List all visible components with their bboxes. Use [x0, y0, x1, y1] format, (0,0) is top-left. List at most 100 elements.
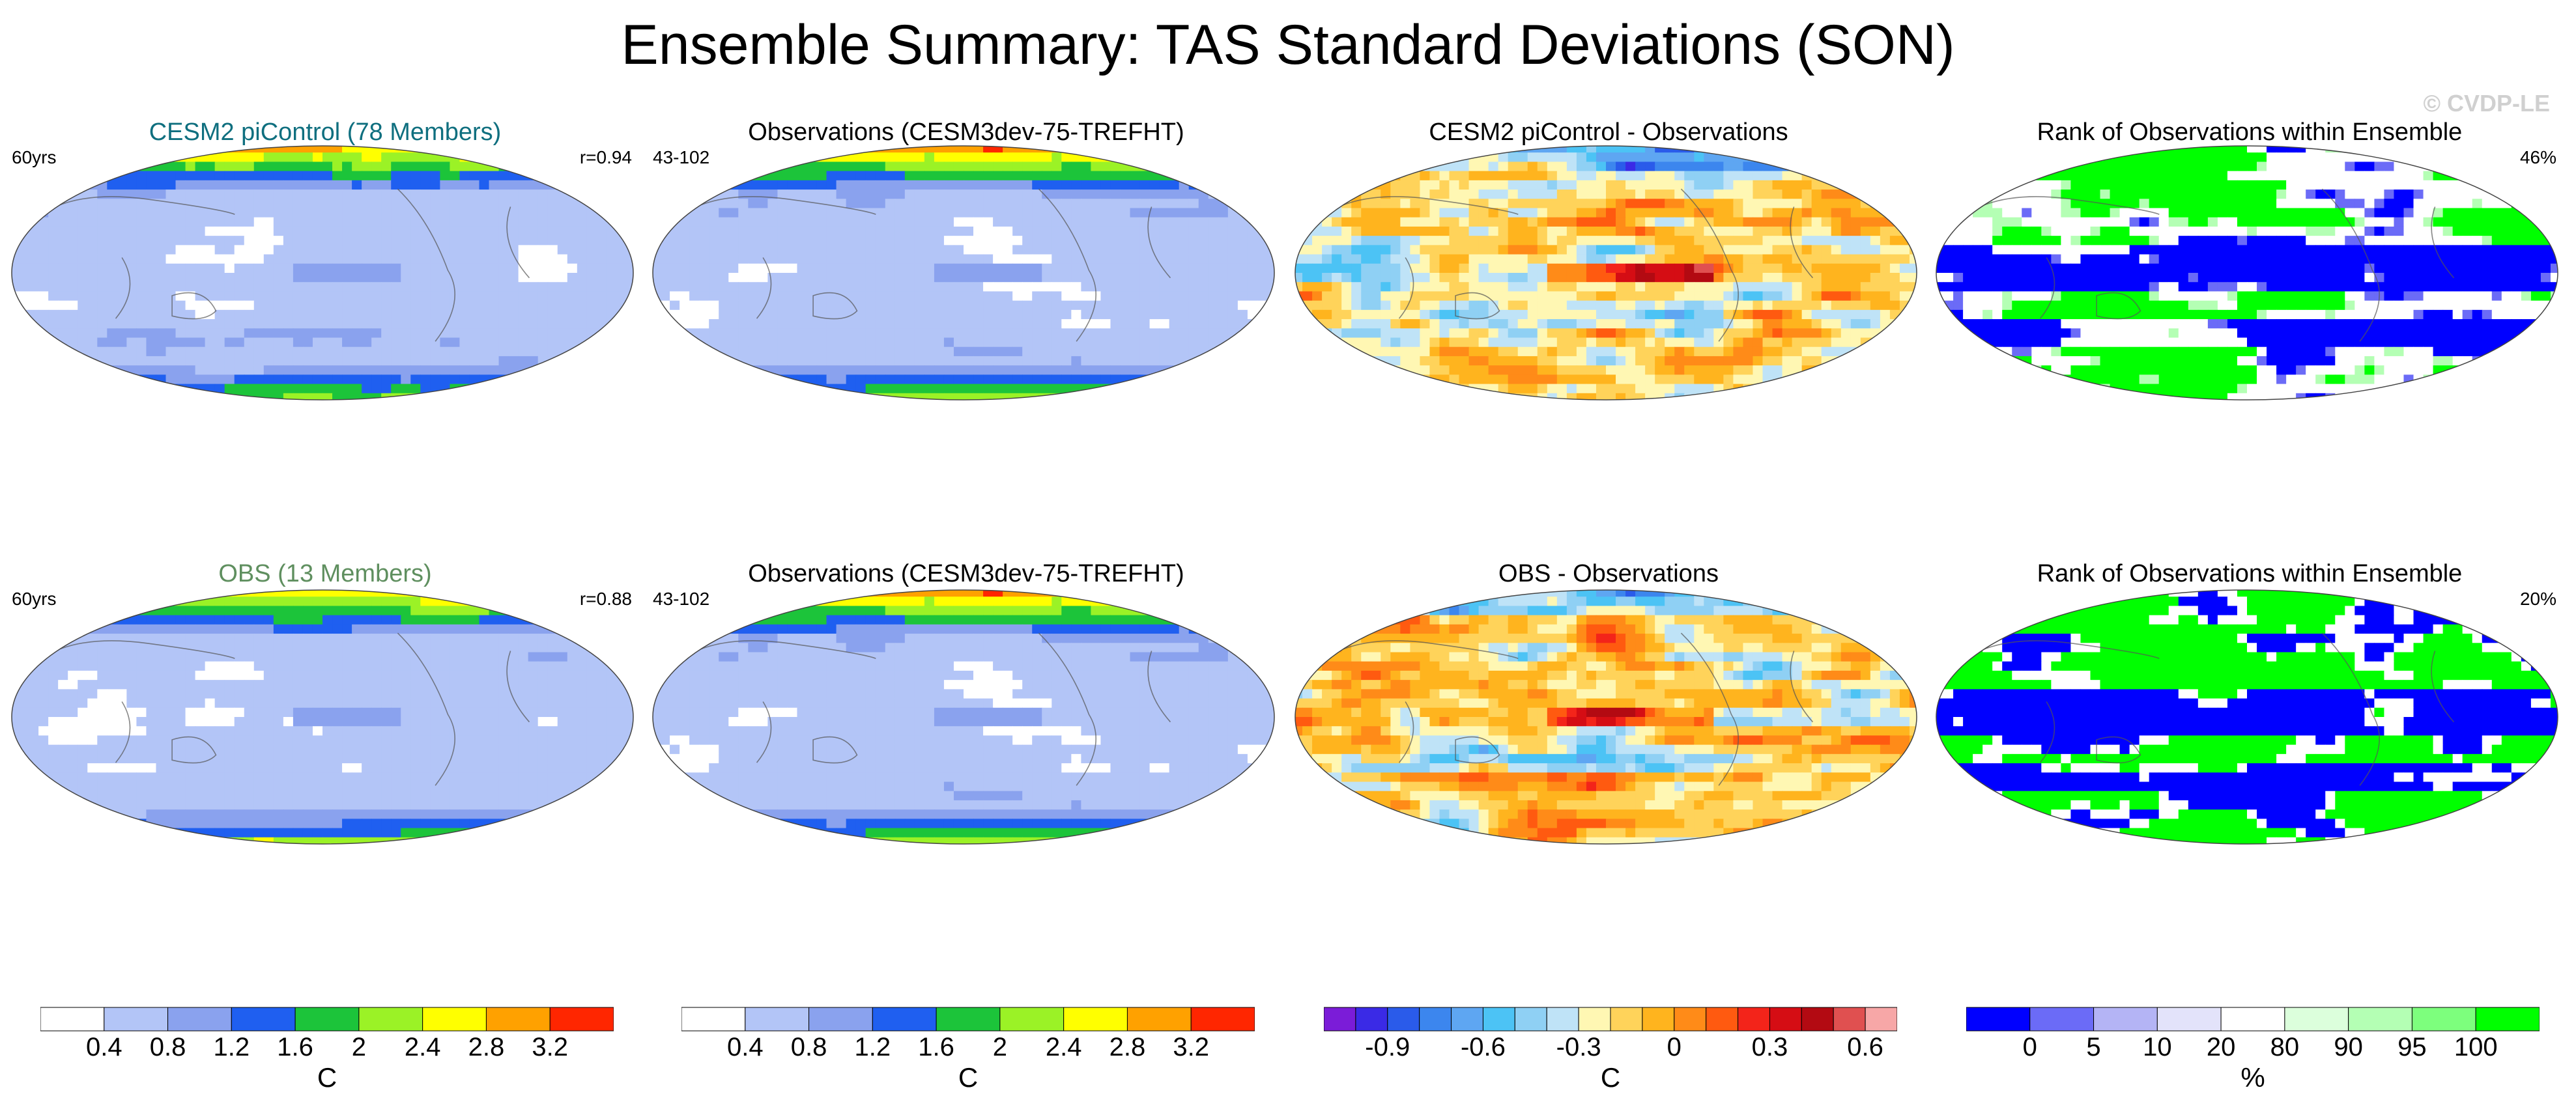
map-field [1936, 590, 2558, 844]
colorbar-swatch [104, 1007, 169, 1032]
map-5 [11, 589, 634, 845]
main-title: Ensemble Summary: TAS Standard Deviation… [621, 14, 1955, 76]
colorbar-tick-label: 3.2 [1173, 1033, 1209, 1061]
colorbar-swatches: 0.4 0.8 1.2 1.6 2 2.4 2.8 3.2 [681, 1007, 1255, 1061]
map-field [12, 590, 633, 844]
map-2 [652, 145, 1275, 400]
panel-title: CESM2 piControl (78 Members) [149, 119, 502, 146]
colorbar-tick-label: 0.4 [727, 1033, 764, 1061]
map-border [11, 145, 634, 400]
colorbar-tick-label: 20 [2207, 1033, 2236, 1061]
colorbar-tick-label: 0.6 [1847, 1033, 1883, 1061]
colorbar-swatch [745, 1007, 810, 1032]
colorbar-swatch [231, 1007, 296, 1032]
colorbar-swatch [1419, 1007, 1452, 1032]
colorbar-swatch [872, 1007, 937, 1032]
colorbar-unit: C [958, 1062, 979, 1093]
panel-title: OBS - Observations [1498, 560, 1719, 587]
colorbar-swatch [2475, 1007, 2540, 1032]
map-4 [1936, 145, 2558, 400]
panel-title: OBS (13 Members) [218, 560, 432, 587]
panel-2: Observations (CESM3dev-75-TREFHT) 43-102 [650, 117, 1282, 560]
map-field [1936, 146, 2558, 400]
panel-6: Observations (CESM3dev-75-TREFHT) 43-102 [650, 559, 1282, 1002]
colorbar-swatches: 0 5 10 20 80 90 95 100 [1966, 1007, 2540, 1061]
colorbar-swatch [1610, 1007, 1643, 1032]
colorbar-swatch [1706, 1007, 1739, 1032]
colorbar-swatch [2220, 1007, 2285, 1032]
colorbar-unit: C [1600, 1062, 1621, 1093]
map-field [653, 146, 1274, 400]
map-3 [1295, 145, 1917, 400]
panel-right-label: 46% [2519, 147, 2556, 167]
panel-left-label: 60yrs [12, 147, 57, 167]
colorbar-swatch [999, 1007, 1065, 1032]
colorbar-swatch [2284, 1007, 2349, 1032]
panel-title: Rank of Observations within Ensemble [2037, 119, 2463, 146]
colorbar-swatch [1387, 1007, 1420, 1032]
colorbar-tick-label: 0.3 [1752, 1033, 1788, 1061]
panel-title: Observations (CESM3dev-75-TREFHT) [748, 119, 1184, 146]
map-7 [1295, 589, 1917, 845]
colorbar-swatch [1865, 1007, 1898, 1032]
colorbar-swatch [2029, 1007, 2095, 1032]
colorbar-tick-label: 2.8 [468, 1033, 505, 1061]
colorbar-swatch [936, 1007, 1001, 1032]
watermark: © CVDP-LE [2423, 90, 2550, 117]
colorbar-swatches: 0.4 0.8 1.2 1.6 2 2.4 2.8 3.2 [40, 1007, 614, 1061]
colorbar-tick-label: 1.2 [214, 1033, 250, 1061]
panel-left-label: 43-102 [653, 589, 710, 609]
colorbar-tick-label: 1.2 [855, 1033, 891, 1061]
panel-right-label: 20% [2519, 589, 2556, 609]
colorbar-swatch [358, 1007, 423, 1032]
panel-title: CESM2 piControl - Observations [1429, 119, 1788, 146]
colorbar-swatch [1355, 1007, 1388, 1032]
colorbar-swatch [2348, 1007, 2412, 1032]
colorbar-tick-label: 0 [1667, 1033, 1682, 1061]
colorbar-swatch [549, 1007, 614, 1032]
map-border [652, 145, 1275, 400]
colorbar-swatch [1674, 1007, 1707, 1032]
colorbar-tick-label: 2 [993, 1033, 1007, 1061]
panel-3: CESM2 piControl - Observations [1293, 117, 1925, 560]
map-border [1295, 145, 1917, 400]
map-border [1295, 589, 1917, 845]
colorbar-tick-label: 2 [352, 1033, 366, 1061]
colorbar-tick-label: 95 [2397, 1033, 2427, 1061]
colorbar-swatch [1451, 1007, 1483, 1032]
colorbar-swatch [1738, 1007, 1770, 1032]
colorbar-3: -0.9-0.6-0.300.30.60.9C [1323, 1006, 1979, 1104]
colorbar-swatch [809, 1007, 873, 1032]
colorbar-swatch [1801, 1007, 1834, 1032]
map-border [652, 589, 1275, 845]
colorbar-tick-label: 0.8 [791, 1033, 827, 1061]
colorbar-tick-label: -0.3 [1556, 1033, 1601, 1061]
colorbar-tick-label: 2.8 [1109, 1033, 1146, 1061]
map-border [11, 589, 634, 845]
panel-left-label: 43-102 [653, 147, 710, 167]
colorbar-tick-label: 3.2 [532, 1033, 568, 1061]
colorbar-swatch [2156, 1007, 2222, 1032]
colorbar-tick-label: 2.4 [1046, 1033, 1082, 1061]
colorbar-swatch [294, 1007, 360, 1032]
colorbar-tick-label: 1.6 [918, 1033, 954, 1061]
panel-1: CESM2 piControl (78 Members) 60yrs r=0.94 [9, 117, 641, 560]
colorbar-swatch [40, 1007, 105, 1032]
panel-7: OBS - Observations [1293, 559, 1925, 1002]
colorbar-swatch [1190, 1007, 1255, 1032]
colorbar-swatch [1323, 1007, 1356, 1032]
colorbar-tick-label: 10 [2143, 1033, 2172, 1061]
panel-5: OBS (13 Members) 60yrs r=0.88 [9, 559, 641, 1002]
colorbar-swatch [1482, 1007, 1515, 1032]
panel-8: Rank of Observations within Ensemble 20% [1934, 559, 2566, 1002]
colorbar-tick-label: -0.6 [1461, 1033, 1506, 1061]
map-6 [652, 589, 1275, 845]
colorbar-tick-label: 2.4 [405, 1033, 441, 1061]
colorbar-unit: % [2240, 1062, 2265, 1093]
colorbar-swatch [1966, 1007, 2031, 1032]
map-8 [1936, 589, 2558, 845]
colorbar-swatch [1514, 1007, 1547, 1032]
colorbar-tick-label: 80 [2270, 1033, 2300, 1061]
colorbar-swatch [1769, 1007, 1802, 1032]
colorbar-swatch [167, 1007, 232, 1032]
